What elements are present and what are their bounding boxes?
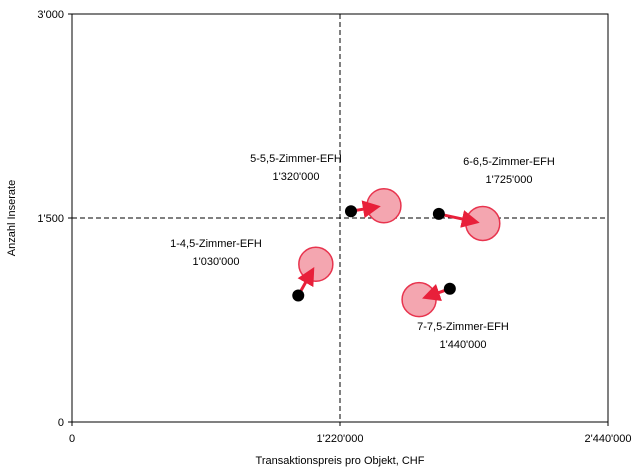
label-6-6-5-zimmer-name: 6-6,5-Zimmer-EFH	[463, 156, 555, 168]
series-3-marks	[432, 205, 501, 242]
end-circle	[298, 246, 334, 282]
y-axis-label: Anzahl Inserate	[6, 180, 18, 256]
reference-lines	[72, 14, 608, 422]
start-point	[344, 205, 357, 218]
annotations: 1-4,5-Zimmer-EFH 1'030'000 5-5,5-Zimmer-…	[170, 153, 555, 351]
y-tick-label: 1'500	[37, 213, 64, 225]
change-arrow	[438, 210, 480, 228]
label-7-7-5-zimmer-name: 7-7,5-Zimmer-EFH	[417, 321, 509, 333]
start-point	[443, 282, 456, 295]
start-point	[292, 289, 305, 302]
x-axis-label: Transaktionspreis pro Objekt, CHF	[256, 455, 425, 467]
series-4-marks	[401, 281, 456, 318]
end-circle	[366, 188, 402, 224]
data-marks	[292, 188, 501, 318]
end-circle	[401, 281, 437, 318]
start-point	[432, 207, 445, 220]
end-circle	[465, 205, 501, 242]
x-tick-label: 0	[69, 433, 75, 445]
label-6-6-5-zimmer-price: 1'725'000	[485, 174, 532, 186]
label-5-5-5-zimmer-name: 5-5,5-Zimmer-EFH	[250, 153, 342, 165]
series-1-marks	[292, 246, 334, 302]
label-1-4-5-zimmer-price: 1'030'000	[192, 256, 239, 268]
y-tick-label: 0	[58, 417, 64, 429]
label-7-7-5-zimmer-price: 1'440'000	[439, 339, 486, 351]
x-tick-label: 1'220'000	[316, 433, 363, 445]
label-5-5-5-zimmer-price: 1'320'000	[272, 171, 319, 183]
x-tick-label: 2'440'000	[584, 433, 631, 445]
y-tick-label: 3'000	[37, 9, 64, 21]
y-axis-ticks: 0 1'500 3'000	[37, 9, 72, 429]
label-1-4-5-zimmer-name: 1-4,5-Zimmer-EFH	[170, 238, 262, 250]
x-axis-ticks: 0 1'220'000 2'440'000	[69, 422, 632, 445]
series-2-marks	[344, 188, 402, 224]
